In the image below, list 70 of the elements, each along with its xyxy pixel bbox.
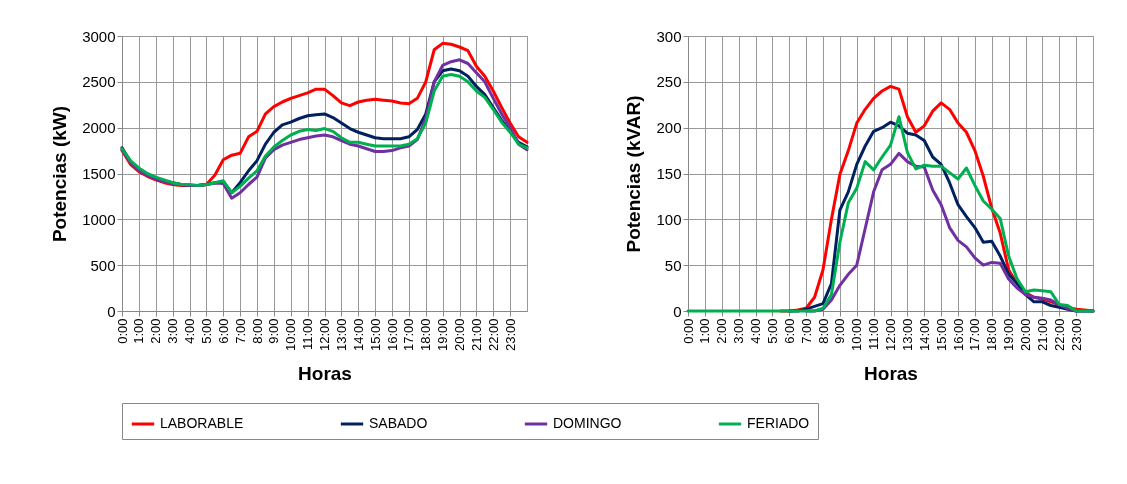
x-tick-label: 0:00 bbox=[680, 318, 696, 344]
x-axis-title: Horas bbox=[864, 363, 918, 385]
y-tick-label: 100 bbox=[656, 210, 682, 228]
x-tick-label: 5:00 bbox=[764, 318, 780, 344]
x-tick-label: 9:00 bbox=[832, 318, 848, 344]
y-tick-label: 1500 bbox=[82, 165, 116, 182]
x-tick-label: 5:00 bbox=[198, 318, 214, 344]
x-tick-label: 21:00 bbox=[468, 318, 484, 352]
x-tick-label: 10:00 bbox=[283, 318, 299, 352]
x-tick-label: 7:00 bbox=[232, 318, 248, 344]
x-tick-label: 14:00 bbox=[916, 318, 932, 352]
y-tick-label: 200 bbox=[656, 119, 682, 137]
y-tick-label: 50 bbox=[664, 256, 682, 274]
x-tick-label: 8:00 bbox=[249, 318, 265, 344]
y-tick-label: 500 bbox=[90, 256, 116, 274]
x-tick-label: 3:00 bbox=[165, 318, 181, 344]
x-tick-label: 2:00 bbox=[714, 318, 730, 344]
y-tick-label: 0 bbox=[673, 302, 682, 320]
x-tick-label: 18:00 bbox=[984, 318, 1000, 352]
x-tick-label: 23:00 bbox=[1068, 318, 1084, 352]
y-tick-label: 0 bbox=[107, 302, 116, 320]
x-tick-label: 14:00 bbox=[350, 318, 366, 352]
y-tick-label: 3000 bbox=[82, 27, 116, 45]
y-tick-label: 2000 bbox=[82, 119, 116, 137]
y-tick-label: 1000 bbox=[82, 210, 116, 228]
x-tick-label: 8:00 bbox=[815, 318, 831, 344]
x-tick-label: 1:00 bbox=[131, 318, 147, 344]
y-tick-label: 2500 bbox=[82, 73, 116, 91]
x-tick-label: 21:00 bbox=[1034, 318, 1050, 352]
x-tick-label: 4:00 bbox=[748, 318, 763, 344]
x-tick-label: 10:00 bbox=[849, 318, 865, 352]
x-tick-label: 20:00 bbox=[1018, 318, 1033, 352]
x-tick-label: 11:00 bbox=[300, 318, 316, 351]
x-tick-label: 3:00 bbox=[731, 318, 747, 344]
x-tick-label: 2:00 bbox=[148, 318, 164, 344]
x-tick-label: 6:00 bbox=[215, 318, 231, 344]
y-tick-label: 300 bbox=[656, 27, 682, 45]
x-tick-label: 16:00 bbox=[384, 318, 400, 352]
x-tick-label: 19:00 bbox=[435, 318, 451, 352]
x-tick-label: 22:00 bbox=[485, 318, 501, 352]
x-tick-label: 1:00 bbox=[697, 318, 713, 344]
x-tick-label: 13:00 bbox=[333, 318, 349, 352]
x-tick-label: 18:00 bbox=[418, 318, 434, 352]
x-axis-title: Horas bbox=[298, 363, 352, 385]
x-tick-label: 9:00 bbox=[266, 318, 282, 344]
x-tick-label: 23:00 bbox=[502, 318, 518, 352]
x-tick-label: 19:00 bbox=[1001, 318, 1017, 352]
y-axis-title: Potencias (kW) bbox=[49, 105, 71, 243]
x-tick-label: 15:00 bbox=[933, 318, 949, 352]
x-tick-label: 12:00 bbox=[883, 318, 898, 352]
x-tick-label: 0:00 bbox=[114, 318, 130, 344]
legend-label: SABADO bbox=[369, 415, 428, 431]
x-tick-label: 20:00 bbox=[452, 318, 467, 352]
x-tick-label: 4:00 bbox=[182, 318, 197, 344]
x-tick-label: 11:00 bbox=[866, 318, 882, 351]
x-tick-label: 16:00 bbox=[950, 318, 966, 352]
legend-label: LABORABLE bbox=[160, 415, 244, 431]
x-tick-label: 17:00 bbox=[401, 318, 417, 352]
y-axis-title: Potencias (kVAR) bbox=[623, 95, 645, 253]
y-tick-label: 150 bbox=[656, 165, 682, 182]
x-tick-label: 12:00 bbox=[317, 318, 332, 352]
x-tick-label: 15:00 bbox=[367, 318, 383, 352]
x-tick-label: 17:00 bbox=[967, 318, 983, 352]
legend-label: FERIADO bbox=[747, 415, 810, 431]
x-tick-label: 13:00 bbox=[899, 318, 915, 352]
legend-label: DOMINGO bbox=[553, 415, 622, 431]
x-tick-label: 7:00 bbox=[798, 318, 814, 344]
x-tick-label: 22:00 bbox=[1051, 318, 1067, 352]
y-tick-label: 250 bbox=[656, 73, 682, 91]
x-tick-label: 6:00 bbox=[781, 318, 797, 344]
